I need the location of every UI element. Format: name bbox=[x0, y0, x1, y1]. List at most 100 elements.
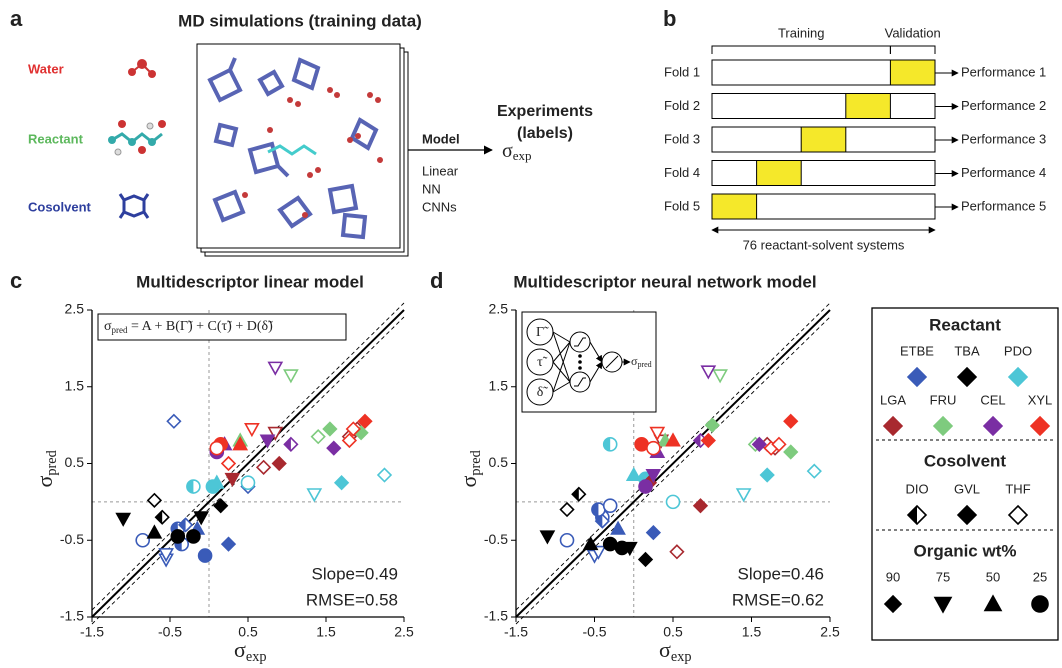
target-symbol: σexp bbox=[502, 140, 532, 163]
y-tick-label: 1.5 bbox=[489, 377, 509, 393]
network-inset: Γ̃τ̃δ̃σpred bbox=[521, 311, 657, 413]
data-point bbox=[539, 530, 556, 545]
performance-label: Performance 2 bbox=[961, 98, 1046, 113]
data-point bbox=[135, 532, 151, 548]
chart-title: Multidescriptor neural network model bbox=[513, 272, 816, 291]
data-point bbox=[306, 488, 323, 503]
data-point bbox=[115, 512, 132, 527]
data-point bbox=[146, 492, 163, 508]
y-tick-label: 2.5 bbox=[65, 301, 85, 317]
data-point bbox=[255, 459, 272, 475]
legend-marker bbox=[933, 596, 953, 614]
data-point bbox=[310, 429, 326, 445]
data-point bbox=[177, 517, 194, 533]
data-point bbox=[244, 422, 260, 438]
data-point bbox=[267, 426, 284, 441]
performance-label: Performance 1 bbox=[961, 64, 1046, 79]
performance-label: Performance 5 bbox=[961, 198, 1046, 213]
legend-marker bbox=[982, 415, 1004, 437]
data-point bbox=[224, 472, 241, 487]
legend-label: LGA bbox=[880, 392, 906, 407]
data-point bbox=[649, 426, 666, 441]
data-point bbox=[582, 535, 599, 551]
y-tick-label: -0.5 bbox=[484, 531, 508, 547]
scatter-chart: d Multidescriptor neural network model -1.… bbox=[430, 268, 840, 666]
data-point bbox=[759, 467, 775, 483]
legend-label: GVL bbox=[954, 481, 980, 496]
span-label: 76 reactant-solvent systems bbox=[743, 237, 905, 252]
fold-label: Fold 5 bbox=[664, 198, 700, 213]
fold-label: Fold 4 bbox=[664, 165, 700, 180]
legend-marker bbox=[956, 504, 978, 526]
y-tick-label: 2.5 bbox=[489, 301, 509, 317]
legend-marker bbox=[906, 504, 928, 526]
model-option: Linear bbox=[422, 163, 459, 178]
data-point bbox=[158, 548, 174, 563]
annotation: RMSE=0.58 bbox=[306, 590, 398, 609]
data-point bbox=[594, 513, 610, 529]
data-point bbox=[783, 444, 799, 460]
simulation-box bbox=[196, 43, 409, 257]
data-point bbox=[186, 529, 201, 544]
legend-heading: Cosolvent bbox=[924, 451, 1007, 470]
data-point bbox=[700, 432, 716, 449]
validation-segment bbox=[711, 193, 758, 220]
validation-segment bbox=[756, 160, 802, 186]
x-tick-label: 0.5 bbox=[663, 624, 683, 640]
data-point bbox=[610, 520, 626, 535]
y-tick-label: -1.5 bbox=[60, 608, 84, 624]
y-tick-label: 0.5 bbox=[65, 454, 85, 470]
x-tick-label: -0.5 bbox=[158, 624, 182, 640]
network-input: δ̃ bbox=[537, 385, 549, 400]
annotation: Slope=0.49 bbox=[312, 564, 399, 583]
data-point bbox=[267, 361, 284, 376]
charts: c Multidescriptor linear model -1.5 -0.5 0.5… bbox=[10, 268, 840, 666]
equation: σpred = A + B(Γ̃) + C(τ̃) + D(δ̃) bbox=[104, 319, 273, 335]
parity-band bbox=[91, 316, 405, 625]
data-point bbox=[326, 440, 342, 456]
component-label: Reactant bbox=[28, 131, 84, 146]
legend-marker bbox=[1031, 595, 1049, 613]
y-axis-label: σpred bbox=[32, 450, 60, 487]
data-point bbox=[712, 369, 728, 384]
data-point bbox=[669, 544, 685, 560]
data-point bbox=[232, 436, 249, 451]
legend-marker bbox=[1029, 415, 1051, 437]
fold-bar bbox=[711, 160, 936, 186]
validation-segment bbox=[845, 93, 891, 119]
data-point bbox=[333, 475, 350, 491]
data-point bbox=[197, 548, 213, 563]
y-tick-label: -0.5 bbox=[60, 531, 84, 547]
legend-marker bbox=[932, 415, 954, 437]
cv-diagram: Fold 1 Performance 1 Fold 2 Performance 2 Fo… bbox=[664, 25, 1046, 252]
model-label: Model bbox=[422, 131, 460, 146]
panel-label: d bbox=[430, 268, 443, 293]
data-point bbox=[283, 436, 299, 452]
data-point bbox=[208, 474, 225, 489]
data-point bbox=[376, 467, 393, 483]
data-point bbox=[271, 455, 287, 472]
legend-label: 75 bbox=[936, 569, 950, 584]
data-point bbox=[735, 488, 752, 503]
data-point bbox=[806, 463, 822, 479]
x-tick-label: 2.5 bbox=[820, 624, 840, 640]
network-output: σpred bbox=[631, 354, 652, 369]
data-point bbox=[665, 432, 681, 447]
performance-label: Performance 4 bbox=[961, 165, 1046, 180]
data-point bbox=[704, 417, 720, 433]
validation-segment bbox=[800, 126, 847, 153]
data-point bbox=[213, 498, 229, 514]
legend-heading: Organic wt% bbox=[914, 541, 1017, 560]
parity-band bbox=[91, 302, 405, 611]
fold-bar bbox=[711, 93, 936, 119]
data-point bbox=[645, 524, 662, 541]
data-point bbox=[665, 494, 681, 510]
x-tick-label: -1.5 bbox=[504, 624, 528, 640]
legend-label: DIO bbox=[905, 481, 928, 496]
validation-label: Validation bbox=[885, 25, 941, 40]
legend-label: CEL bbox=[980, 392, 1005, 407]
legend-marker bbox=[1007, 366, 1029, 388]
y-tick-label: -1.5 bbox=[484, 608, 508, 624]
legend-label: THF bbox=[1005, 481, 1030, 496]
